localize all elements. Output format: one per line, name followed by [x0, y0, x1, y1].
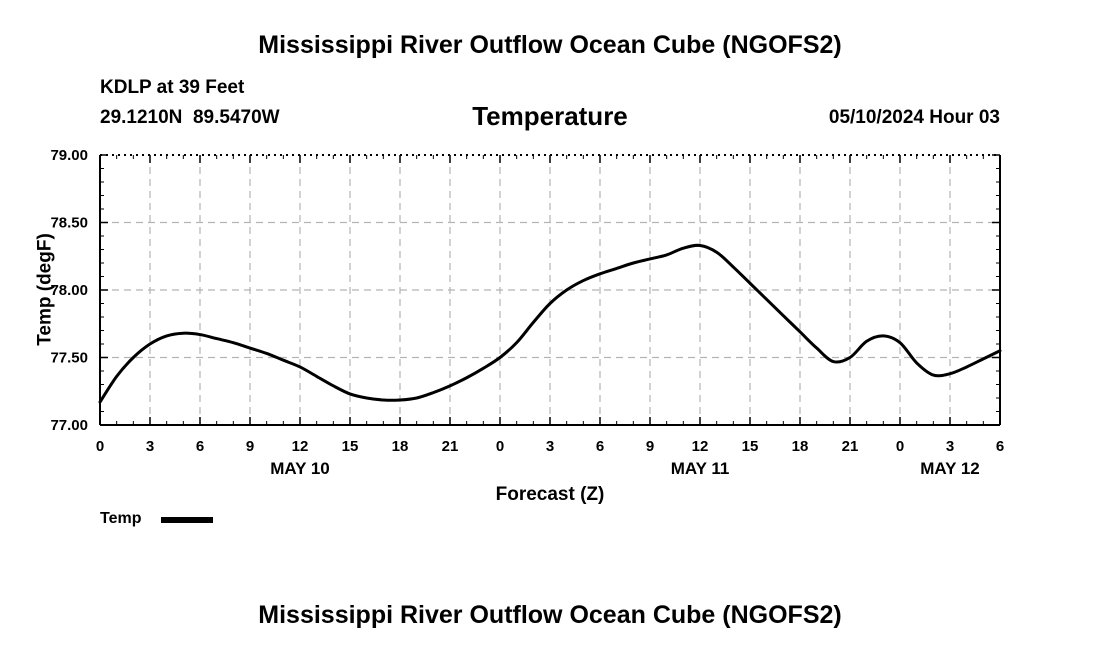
- y-tick-label: 77.00: [50, 417, 88, 434]
- x-tick-label: 3: [146, 438, 154, 455]
- x-tick-label: 15: [342, 438, 359, 455]
- date-label: MAY 10: [270, 459, 330, 478]
- legend-line-swatch: [161, 517, 213, 523]
- x-tick-label: 0: [96, 438, 104, 455]
- y-tick-label: 77.50: [50, 350, 88, 367]
- series-layer: [98, 243, 1002, 404]
- station-label: KDLP at 39 Feet: [100, 77, 245, 98]
- x-tick-label: 6: [196, 438, 204, 455]
- x-tick-label: 9: [246, 438, 254, 455]
- legend-label: Temp: [100, 510, 142, 527]
- x-tick-label: 6: [596, 438, 604, 455]
- axis-layer: [99, 154, 1001, 426]
- x-tick-label: 12: [292, 438, 309, 455]
- forecast-timestamp: 05/10/2024 Hour 03: [828, 107, 1000, 128]
- y-tick-label: 78.50: [50, 215, 88, 232]
- y-axis-title: Temp (degF): [34, 233, 56, 346]
- station-coordinates: 29.1210N 89.5470W: [100, 107, 280, 128]
- x-tick-label: 3: [946, 438, 954, 455]
- y-tick-label: 78.00: [50, 282, 88, 299]
- y-tick-label: 79.00: [50, 147, 88, 164]
- x-tick-label: 9: [646, 438, 654, 455]
- date-label: MAY 12: [920, 459, 980, 478]
- date-label: MAY 11: [671, 459, 730, 478]
- grid-layer: [100, 155, 1000, 425]
- x-tick-label: 0: [896, 438, 904, 455]
- chart-title: Temperature: [472, 101, 628, 131]
- x-tick-label: 18: [392, 438, 409, 455]
- x-tick-label: 21: [442, 438, 459, 455]
- label-layer: 0 3 6 9 12 15 18 21 0 3 6 9 12 15 18 21 0 3 6 MAY 10 MAY 11 M…: [50, 147, 1004, 478]
- x-tick-label: 6: [996, 438, 1004, 455]
- series-line-temp: [98, 243, 1002, 404]
- footer-title: Mississippi River Outflow Ocean Cube (NG…: [258, 601, 842, 629]
- x-tick-label: 3: [546, 438, 554, 455]
- x-axis-title: Forecast (Z): [495, 484, 605, 505]
- page-title: Mississippi River Outflow Ocean Cube (NG…: [258, 31, 842, 59]
- x-tick-label: 0: [496, 438, 504, 455]
- x-tick-label: 12: [692, 438, 709, 455]
- x-tick-label: 18: [792, 438, 809, 455]
- x-tick-label: 15: [742, 438, 759, 455]
- x-tick-label: 21: [842, 438, 859, 455]
